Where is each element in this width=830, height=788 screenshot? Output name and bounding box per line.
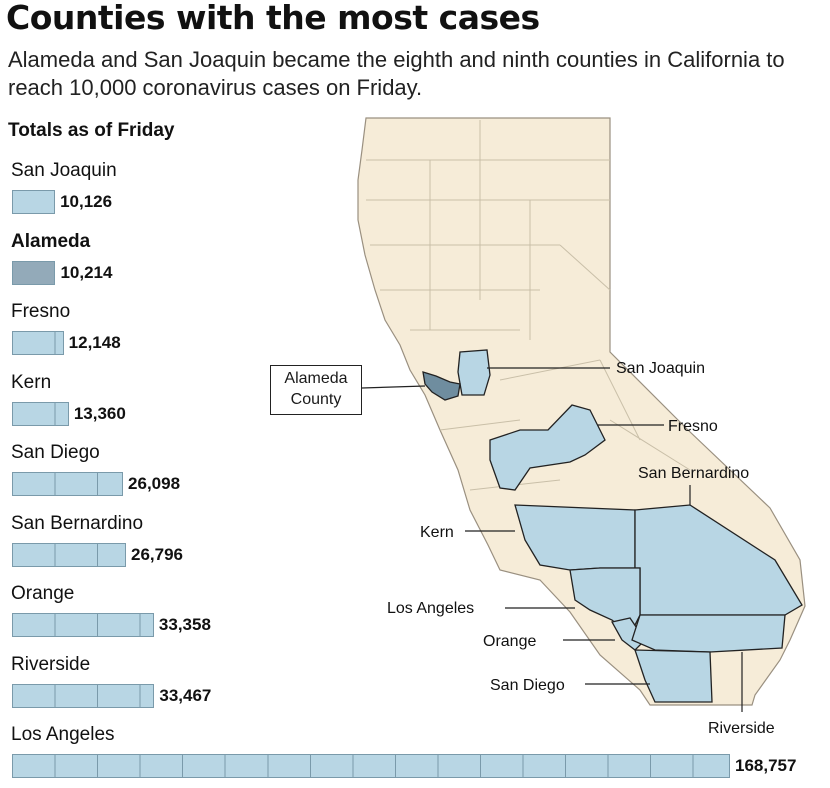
chart-subtitle: Alameda and San Joaquin became the eight… [8, 47, 785, 100]
bar [12, 331, 64, 355]
category-label: Alameda [11, 230, 91, 252]
value-label: 26,098 [128, 474, 181, 493]
leader-lines [361, 367, 743, 712]
map-label-san-diego: San Diego [490, 677, 565, 694]
value-label: 33,467 [159, 685, 212, 705]
county-alameda [422, 371, 461, 401]
county-riverside [631, 614, 786, 653]
alameda-callout-line2: County [290, 391, 342, 408]
value-label: 26,796 [131, 544, 183, 564]
county-san-diego [634, 649, 713, 703]
value-label: 168,757 [735, 756, 797, 775]
value-label: 33,358 [158, 615, 211, 634]
value-label: 13,360 [73, 403, 126, 423]
category-label: Fresno [11, 301, 71, 322]
county-borders [366, 120, 691, 491]
category-label: San Bernardino [11, 512, 144, 534]
totals-label: Totals as of Friday [8, 120, 175, 141]
map-label-san-joaquin: San Joaquin [616, 360, 705, 377]
chart-title: Counties with the most cases [6, 0, 540, 37]
alameda-callout: Alameda County [270, 365, 362, 415]
value-label: 12,148 [68, 333, 121, 352]
map-label-san-bernardino: San Bernardino [638, 465, 749, 482]
bar [12, 401, 69, 426]
bar [12, 613, 154, 637]
bar [12, 472, 124, 496]
map-label-kern: Kern [420, 524, 454, 541]
category-label: San Joaquin [11, 160, 117, 181]
value-label: 10,214 [60, 262, 113, 282]
bar [12, 260, 56, 285]
map-label-fresno: Fresno [668, 418, 718, 435]
alameda-callout-line1: Alameda [284, 370, 348, 387]
category-label: Kern [11, 371, 52, 393]
bar [12, 190, 56, 214]
map-label-orange: Orange [483, 633, 536, 650]
bar [12, 542, 126, 567]
map-label-riverside: Riverside [708, 720, 775, 737]
bar [12, 683, 155, 708]
category-label: Orange [11, 583, 75, 604]
county-san-joaquin [457, 349, 491, 396]
category-label: Los Angeles [11, 724, 115, 745]
value-label: 10,126 [60, 192, 113, 211]
category-label: Riverside [11, 653, 91, 675]
category-label: San Diego [11, 442, 100, 463]
county-fresno [489, 404, 606, 491]
map-label-los-angeles: Los Angeles [387, 600, 474, 617]
bar [12, 754, 730, 778]
